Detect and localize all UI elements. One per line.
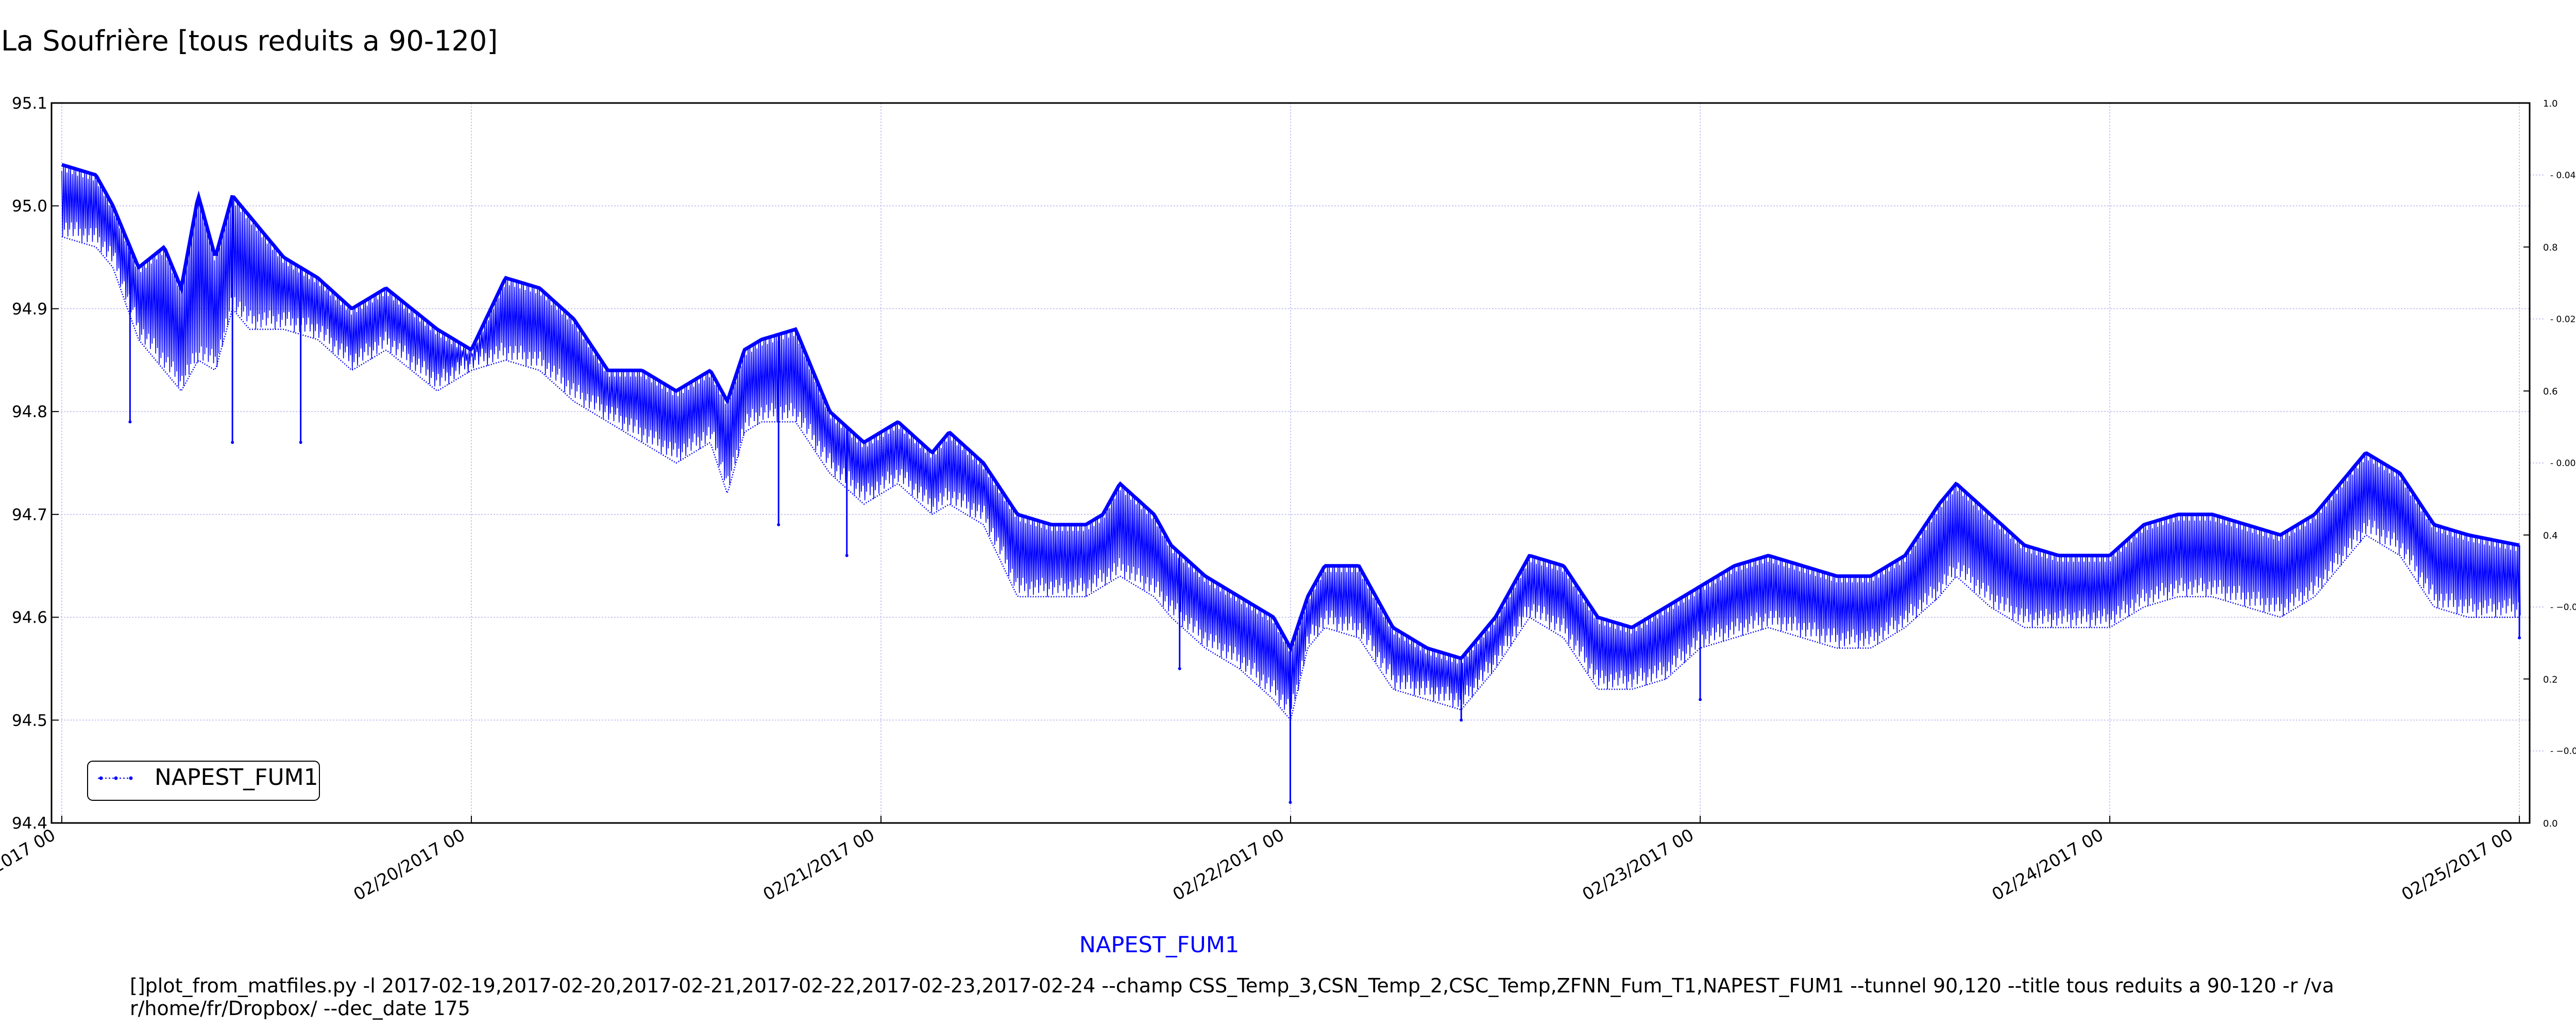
right-minor-tick-label: - −0.02 bbox=[2550, 603, 2576, 613]
right-minor-tick-label: - 0.00 bbox=[2550, 458, 2575, 469]
right-minor-tick-label: - 0.04 bbox=[2550, 170, 2575, 181]
series-spike-point bbox=[231, 441, 234, 444]
legend-dot bbox=[129, 776, 133, 780]
y-axis-left: 94.4 94.5 94.6 94.7 94.8 94.9 95.0 95.1 bbox=[12, 94, 59, 833]
series-spike-point bbox=[845, 554, 849, 557]
legend-label: NAPEST_FUM1 bbox=[155, 764, 318, 791]
series-spike-point bbox=[1289, 801, 1292, 804]
series-spike-point bbox=[2518, 636, 2521, 640]
y-tick-label: 94.5 bbox=[12, 711, 47, 730]
y-tick-label: 94.6 bbox=[12, 609, 47, 627]
legend-dot bbox=[99, 776, 103, 780]
right-tick-label: 0.0 bbox=[2543, 818, 2558, 829]
series-oscillation-line bbox=[61, 165, 2521, 714]
x-tick-label: 02/21/2017 00 bbox=[759, 825, 878, 904]
x-axis-label: NAPEST_FUM1 bbox=[1079, 932, 1239, 958]
y-tick-label: 94.8 bbox=[12, 403, 47, 421]
y-axis-right: 0.0 0.2 0.4 0.6 0.8 1.0 - −0.04 - −0.02 - 0.00 - … bbox=[2523, 98, 2576, 829]
x-tick-label: 02/24/2017 00 bbox=[1988, 825, 2107, 904]
command-caption: []plot_from_matfiles.py -l 2017-02-19,20… bbox=[130, 974, 2334, 1020]
x-tick-label: 02/20/2017 00 bbox=[350, 825, 468, 904]
series-napest-fum1 bbox=[61, 163, 2521, 804]
legend-line-marker bbox=[98, 776, 134, 780]
x-axis: 02/19/2017 00 02/20/2017 00 02/21/2017 00 0… bbox=[0, 816, 2520, 904]
right-minor-tick-label: - 0.02 bbox=[2550, 314, 2575, 324]
series-spike-point bbox=[1699, 698, 1702, 701]
chart-title: La Soufrière [tous reduits a 90-120] bbox=[1, 25, 498, 57]
legend-dot bbox=[114, 776, 118, 780]
right-tick-label: 0.4 bbox=[2543, 530, 2558, 541]
x-tick-label: 02/23/2017 00 bbox=[1579, 825, 1697, 904]
y-tick-label: 95.1 bbox=[12, 94, 47, 113]
series-spike-point bbox=[1460, 718, 1463, 722]
right-tick-label: 0.2 bbox=[2543, 674, 2558, 685]
series-spike-point bbox=[128, 420, 132, 424]
right-tick-label: 0.8 bbox=[2543, 243, 2558, 253]
y-tick-label: 94.4 bbox=[12, 814, 47, 833]
series-spike-point bbox=[1178, 667, 1181, 671]
y-tick-label: 94.9 bbox=[12, 300, 47, 318]
grid-lines bbox=[52, 102, 2545, 823]
y-tick-label: 95.0 bbox=[12, 197, 47, 216]
y-tick-label: 94.7 bbox=[12, 506, 47, 524]
right-tick-label: 1.0 bbox=[2543, 98, 2558, 109]
legend-box bbox=[87, 761, 320, 801]
right-tick-label: 0.6 bbox=[2543, 386, 2558, 397]
legend: NAPEST_FUM1 bbox=[87, 761, 320, 801]
series-spike-point bbox=[777, 523, 781, 526]
series-spike-point bbox=[299, 441, 302, 444]
right-minor-tick-label: - −0.04 bbox=[2550, 746, 2576, 757]
x-tick-label: 02/25/2017 00 bbox=[2398, 825, 2516, 904]
x-tick-label: 02/19/2017 00 bbox=[0, 825, 59, 904]
x-tick-label: 02/22/2017 00 bbox=[1169, 825, 1287, 904]
